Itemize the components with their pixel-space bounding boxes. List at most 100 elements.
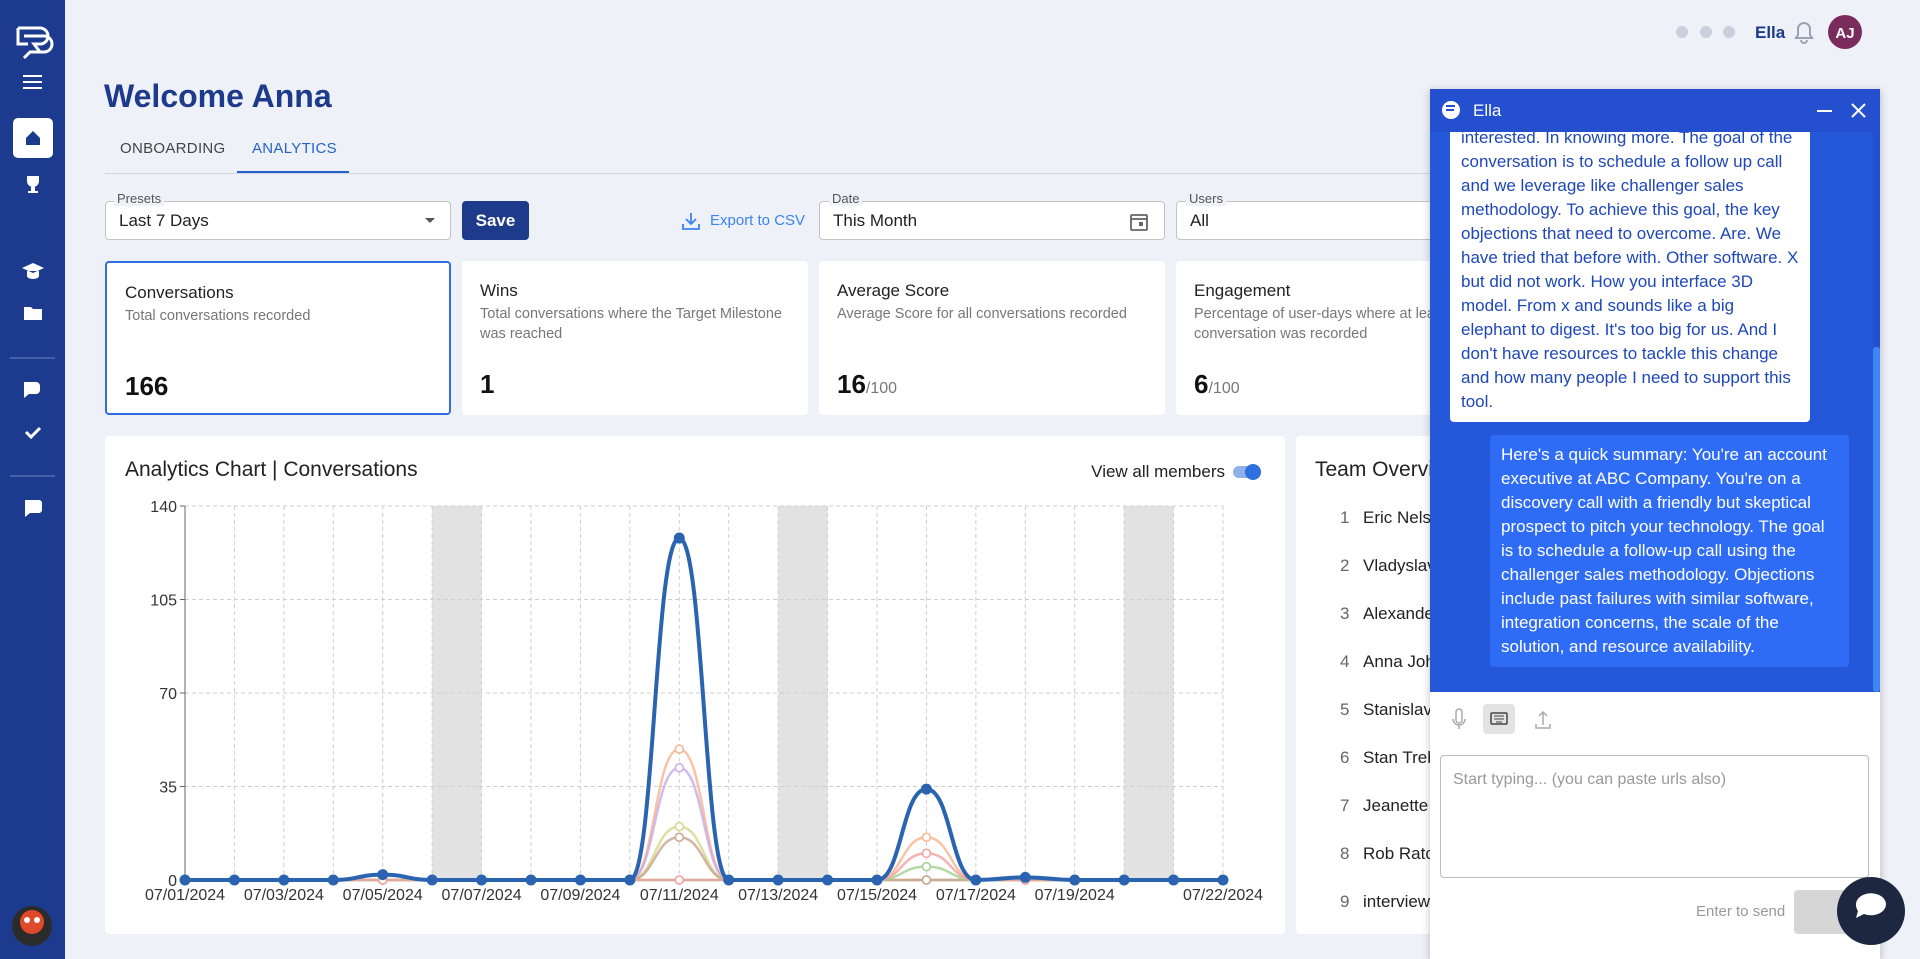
presets-select[interactable] [105, 201, 451, 240]
avatar-initials: AJ [1835, 25, 1854, 42]
sidebar-icons [0, 26, 55, 946]
export-button[interactable]: Export to CSV [710, 212, 806, 229]
y-tick-label: 140 [150, 499, 177, 516]
x-tick-label: 07/19/2024 [1035, 887, 1115, 904]
stat-card[interactable]: Wins Total conversations where the Targe… [462, 261, 808, 415]
card-title: Conversations [125, 283, 234, 302]
nav-chat[interactable] [24, 382, 40, 398]
chat-placeholder: Start typing... (you can paste urls also… [1453, 771, 1727, 788]
chat-messages: prospect who's skeptical but friendly an… [1430, 132, 1880, 692]
data-point [970, 874, 982, 886]
tab-active[interactable]: ANALYTICS [252, 140, 337, 157]
date-label: Date [829, 191, 863, 206]
data-point [525, 874, 537, 886]
card-description: Average Score for all conversations reco… [837, 306, 1127, 322]
stat-card[interactable]: Average Score Average Score for all conv… [819, 261, 1165, 415]
line-chart: 0 35 70 105 140 07/01/2024 07/03/2024 07/05/202… [145, 499, 1263, 904]
card-title: Average Score [837, 281, 950, 300]
card-title: Wins [480, 281, 518, 300]
topbar: Ella AJ [1676, 15, 1862, 49]
calendar-icon[interactable] [1128, 210, 1150, 232]
tabs-divider [105, 173, 1430, 174]
users-label: Users [1186, 191, 1226, 206]
team-name: Eric Nelso [1363, 508, 1441, 527]
chat-tools [1452, 704, 1551, 734]
x-tick-label: 07/09/2024 [540, 887, 620, 904]
data-point [674, 763, 685, 773]
data-point [1168, 874, 1180, 886]
data-point [772, 874, 784, 886]
scrollbar-thumb[interactable] [1873, 347, 1880, 692]
dropdown-arrow [425, 218, 435, 223]
nav-feedback[interactable] [25, 500, 42, 517]
presets-label: Presets [114, 191, 165, 206]
team-rank: 9 [1340, 892, 1350, 911]
chat-launcher[interactable] [1836, 876, 1906, 946]
team-rank: 8 [1340, 844, 1350, 863]
team-name: Stanislav [1363, 700, 1432, 719]
data-point [920, 783, 932, 795]
team-title: Team Overview [1315, 458, 1460, 481]
data-point [327, 874, 339, 886]
nav-folder[interactable] [24, 307, 42, 320]
y-tick-label: 105 [150, 593, 177, 610]
data-point [822, 874, 834, 886]
team-rank: 2 [1340, 556, 1350, 575]
save-button[interactable]: Save [462, 201, 529, 240]
card-suffix: /100 [865, 380, 898, 397]
series-line [185, 825, 1223, 882]
data-point [674, 821, 685, 832]
data-point [278, 874, 290, 886]
chat-panel: Ella prospect who's skeptical but friend… [1430, 89, 1880, 959]
mic-button[interactable] [1452, 708, 1466, 729]
x-tick-label: 07/05/2024 [343, 887, 423, 904]
x-tick-label: 07/07/2024 [442, 887, 522, 904]
stat-card[interactable]: Conversations Total conversations record… [105, 261, 451, 415]
x-tick-label: 07/15/2024 [837, 887, 917, 904]
chat-logo [1442, 101, 1460, 119]
card-description: Percentage of user-days where at least o… [1194, 306, 1475, 342]
team-name: Vladyslav [1363, 556, 1436, 575]
chart-title: Analytics Chart | Conversations [125, 458, 418, 481]
team-name: Anna Joh [1363, 652, 1435, 671]
notifications[interactable] [1794, 22, 1814, 44]
upload-button[interactable] [1535, 710, 1551, 729]
team-rank: 6 [1340, 748, 1350, 767]
chat-input[interactable] [1440, 755, 1869, 878]
y-tick-label: 0 [168, 873, 177, 890]
data-point [574, 874, 586, 886]
send-hint: Enter to send [1696, 903, 1786, 920]
avatar[interactable] [1828, 15, 1862, 49]
series-line [185, 836, 1223, 882]
export-icon[interactable] [680, 210, 702, 232]
nav-tasks[interactable] [24, 426, 42, 440]
chat-title: Ella [1473, 101, 1502, 120]
card-number: 6 [1194, 369, 1209, 399]
assistant-name[interactable]: Ella [1755, 23, 1786, 42]
chat-header: Ella [1430, 89, 1880, 132]
data-point [1118, 874, 1130, 886]
toggle-label: View all members [1091, 462, 1225, 481]
data-point [476, 874, 488, 886]
data-point [921, 861, 932, 872]
x-tick-label: 07/01/2024 [145, 887, 225, 904]
toggle[interactable] [1231, 460, 1265, 484]
team-rank: 7 [1340, 796, 1350, 815]
chart-panel: Analytics Chart | Conversations View all… [105, 436, 1285, 934]
data-point [377, 869, 389, 881]
date-select[interactable] [819, 201, 1165, 240]
page-title: Welcome Anna [104, 78, 332, 114]
chat-controls[interactable] [1814, 100, 1874, 122]
data-point [674, 875, 685, 885]
series-line [185, 766, 1223, 882]
card-description: Total conversations recorded [125, 308, 311, 324]
nav-academy[interactable] [22, 263, 44, 279]
card-suffix: /100 [1208, 380, 1240, 397]
data-point [871, 874, 883, 886]
data-point [624, 874, 636, 886]
card-value: 1 [480, 369, 495, 399]
nav-trophy[interactable] [27, 176, 39, 193]
data-point [921, 875, 932, 885]
tab[interactable]: ONBOARDING [120, 140, 226, 157]
